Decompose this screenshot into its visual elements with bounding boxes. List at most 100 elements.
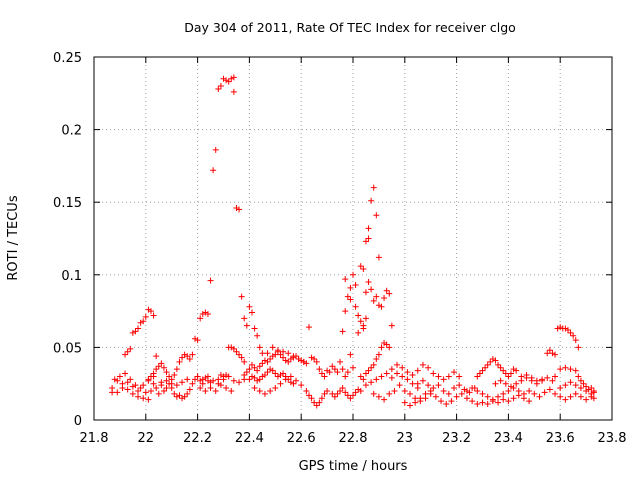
data-point — [254, 367, 261, 374]
data-point — [355, 312, 362, 319]
data-point — [129, 329, 136, 336]
data-point — [445, 390, 452, 397]
data-point — [526, 387, 533, 394]
data-point — [261, 390, 268, 397]
data-point — [362, 370, 369, 377]
data-point — [458, 390, 465, 397]
data-point — [145, 396, 152, 403]
data-point — [269, 353, 276, 360]
data-point — [495, 361, 502, 368]
data-point — [375, 393, 382, 400]
data-point — [179, 354, 186, 361]
data-point — [360, 376, 367, 383]
data-point — [357, 318, 364, 325]
data-point — [401, 399, 408, 406]
data-point — [572, 367, 579, 374]
data-point — [251, 325, 258, 332]
x-tick-label: 23.8 — [598, 431, 627, 446]
data-point — [316, 366, 323, 373]
data-point — [399, 364, 406, 371]
data-point — [373, 212, 380, 219]
data-point — [166, 373, 173, 380]
data-point — [197, 377, 204, 384]
data-point — [129, 390, 136, 397]
data-point — [287, 379, 294, 386]
data-point — [362, 382, 369, 389]
data-point — [396, 382, 403, 389]
data-point — [261, 371, 268, 378]
data-point — [233, 205, 240, 212]
data-point — [127, 376, 134, 383]
data-point — [212, 387, 219, 394]
data-point — [370, 297, 377, 304]
data-point — [238, 293, 245, 300]
data-point — [217, 382, 224, 389]
data-point — [238, 354, 245, 361]
data-point — [264, 358, 271, 365]
data-point — [585, 386, 592, 393]
data-point — [295, 356, 302, 363]
y-tick-label: 0.25 — [53, 51, 82, 66]
data-point — [373, 376, 380, 383]
data-point — [523, 371, 530, 378]
data-point — [137, 319, 144, 326]
data-point — [425, 364, 432, 371]
data-point — [264, 369, 271, 376]
data-point — [246, 366, 253, 373]
y-tick-label: 0.15 — [53, 196, 82, 211]
data-point — [194, 337, 201, 344]
data-point — [495, 399, 502, 406]
data-point — [502, 380, 509, 387]
data-point — [259, 360, 266, 367]
data-point — [189, 380, 196, 387]
data-point — [484, 361, 491, 368]
data-point — [254, 377, 261, 384]
data-point — [334, 390, 341, 397]
data-point — [552, 373, 559, 380]
data-point — [536, 393, 543, 400]
data-point — [274, 373, 281, 380]
data-point — [150, 370, 157, 377]
data-point — [406, 402, 413, 409]
data-point — [285, 350, 292, 357]
data-point — [572, 337, 579, 344]
data-point — [337, 358, 344, 365]
data-point — [440, 376, 447, 383]
data-point — [290, 353, 297, 360]
data-point — [147, 373, 154, 380]
data-point — [168, 385, 175, 392]
data-point — [194, 373, 201, 380]
data-point — [269, 344, 276, 351]
data-point — [287, 373, 294, 380]
data-point — [577, 377, 584, 384]
data-point — [225, 373, 232, 380]
data-point — [378, 303, 385, 310]
data-point — [469, 398, 476, 405]
x-axis-label: GPS time / hours — [299, 459, 408, 474]
data-point — [370, 184, 377, 191]
data-point — [331, 366, 338, 373]
data-point — [554, 325, 561, 332]
data-point — [580, 380, 587, 387]
data-point — [386, 344, 393, 351]
data-point — [386, 390, 393, 397]
data-point — [282, 376, 289, 383]
data-point — [269, 367, 276, 374]
data-point — [303, 360, 310, 367]
data-point — [298, 357, 305, 364]
data-point — [427, 387, 434, 394]
x-tick-label: 22 — [138, 431, 155, 446]
data-point — [311, 356, 318, 363]
data-point — [375, 302, 382, 309]
data-point — [378, 373, 385, 380]
data-point — [344, 392, 351, 399]
data-point — [378, 344, 385, 351]
data-point — [173, 366, 180, 373]
data-point — [272, 351, 279, 358]
data-point — [282, 357, 289, 364]
data-point — [114, 377, 121, 384]
data-point — [368, 364, 375, 371]
data-point — [230, 345, 237, 352]
data-point — [541, 389, 548, 396]
data-point — [181, 393, 188, 400]
